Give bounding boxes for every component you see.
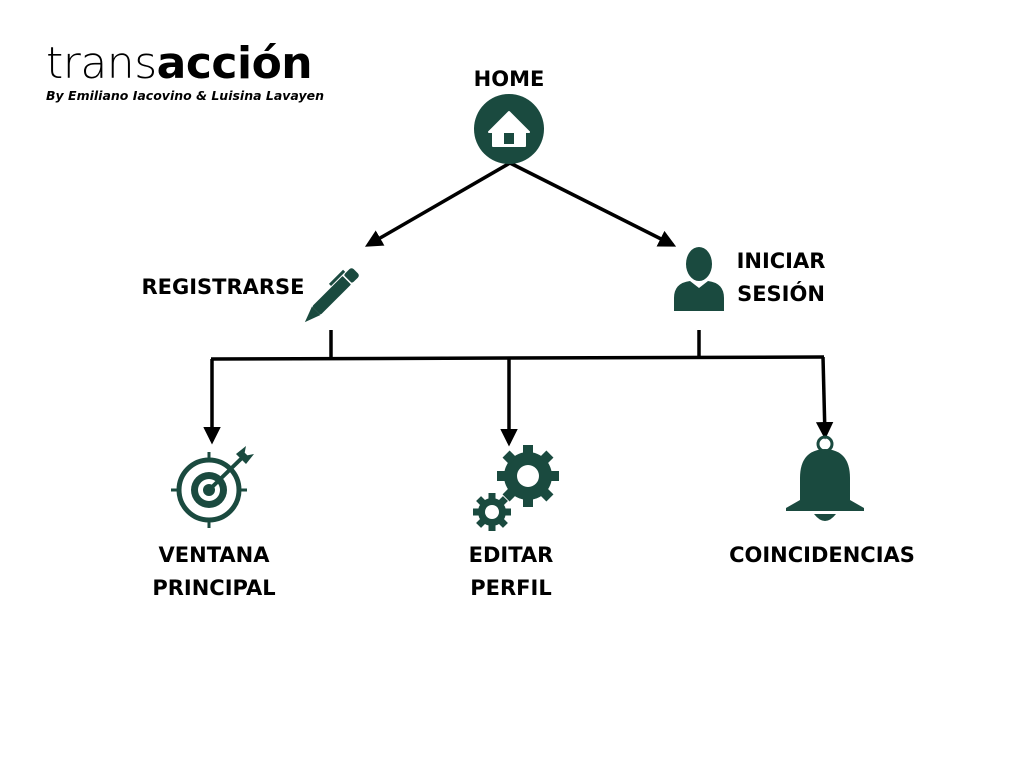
logo-word-bold: acción xyxy=(156,38,313,89)
house-icon[interactable] xyxy=(474,94,544,164)
registrarse-label: REGISTRARSE xyxy=(141,275,305,299)
node-home-label: HOME xyxy=(459,63,559,96)
node-ventana-principal-label: VENTANA PRINCIPAL xyxy=(134,539,294,605)
iniciar-sesion-label-line2: SESIÓN xyxy=(737,282,825,306)
connector-home-registrarse xyxy=(364,161,511,247)
editar-perfil-label-line1: EDITAR xyxy=(468,543,554,567)
node-coincidencias-label: COINCIDENCIAS xyxy=(712,539,932,572)
connector-home-iniciar-sesion xyxy=(509,161,677,247)
node-editar-perfil-label: EDITAR PERFIL xyxy=(451,539,571,605)
logo-byline: By Emiliano Iacovino & Luisina Lavayen xyxy=(46,88,325,103)
logo-wordmark: transacción xyxy=(46,38,313,90)
ventana-principal-label-line1: VENTANA xyxy=(158,543,270,567)
gears-icon[interactable] xyxy=(473,445,559,531)
iniciar-sesion-label-line1: INICIAR xyxy=(736,249,826,273)
pen-icon[interactable] xyxy=(298,264,360,326)
editar-perfil-label-line2: PERFIL xyxy=(470,576,552,600)
connector-to-coincidencias xyxy=(815,356,834,440)
bell-icon[interactable] xyxy=(786,435,864,521)
coincidencias-label: COINCIDENCIAS xyxy=(729,543,915,567)
node-iniciar-sesion-label: INICIAR SESIÓN xyxy=(731,245,831,311)
home-label: HOME xyxy=(473,67,545,91)
logo-word-light: trans xyxy=(46,38,157,89)
user-icon[interactable] xyxy=(674,247,724,311)
connector-horizontal-bus xyxy=(210,355,825,361)
ventana-principal-label-line2: PRINCIPAL xyxy=(152,576,276,600)
node-registrarse-label: REGISTRARSE xyxy=(138,271,308,304)
target-icon[interactable] xyxy=(171,446,254,528)
